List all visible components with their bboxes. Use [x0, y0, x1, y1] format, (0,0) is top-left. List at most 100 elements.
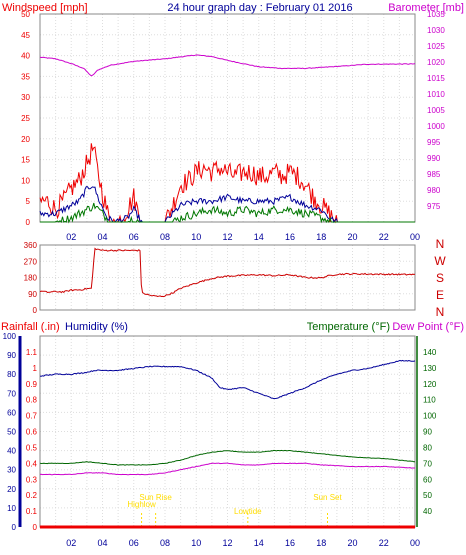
wind-time-tick-label: 14 [254, 232, 264, 242]
event-label: Sun Set [313, 493, 342, 502]
windspeed-tick-label: 35 [21, 72, 30, 81]
humidity-axis-label: Humidity (%) [65, 321, 128, 333]
barometer-line [39, 54, 416, 77]
barometer-tick-label: 1010 [427, 90, 445, 99]
temperature-line [39, 449, 416, 466]
barometer-tick-label: 990 [427, 154, 441, 163]
compass-letter: N [436, 237, 445, 251]
barometer-axis-label: Barometer [mb] [388, 2, 464, 14]
windspeed-tick-label: 30 [21, 93, 30, 102]
climate-time-tick-label: 18 [316, 538, 326, 548]
wind-time-tick-label: 04 [97, 232, 107, 242]
humidity-tick-label: 90 [7, 351, 16, 360]
temperature-tick-label: 70 [423, 459, 432, 468]
rainfall-tick-label: 0.2 [26, 491, 38, 500]
wind-direction-line [39, 247, 416, 298]
windspeed-tick-label: 20 [21, 135, 30, 144]
humidity-tick-label: 30 [7, 466, 16, 475]
temperature-tick-label: 60 [423, 475, 432, 484]
rainfall-tick-label: 0.8 [26, 396, 38, 405]
barometer-tick-label: 1030 [427, 26, 445, 35]
humidity-tick-label: 80 [7, 370, 16, 379]
windspeed-tick-label: 40 [21, 52, 30, 61]
humidity-tick-label: 20 [7, 485, 16, 494]
compass-letter: N [436, 305, 445, 319]
wind-low-line [40, 202, 415, 224]
humidity-tick-label: 70 [7, 389, 16, 398]
barometer-tick-label: 1005 [427, 106, 445, 115]
climate-time-tick-label: 10 [191, 538, 201, 548]
barometer-tick-label: 975 [427, 202, 441, 211]
windspeed-tick-label: 15 [21, 156, 30, 165]
humidity-tick-label: 100 [3, 332, 17, 341]
rainfall-tick-label: 0.6 [26, 428, 38, 437]
dewpoint-line [39, 462, 415, 476]
humidity-tick-label: 40 [7, 447, 16, 456]
rainfall-tick-label: 0 [33, 523, 38, 532]
direction-plot-frame [39, 244, 416, 311]
barometer-tick-label: 980 [427, 186, 441, 195]
rainfall-tick-label: 0.1 [26, 507, 38, 516]
dewpoint-axis-label: Dew Point (°F) [392, 321, 464, 333]
barometer-tick-label: 985 [427, 170, 441, 179]
humidity-tick-label: 60 [7, 408, 16, 417]
humidity-line [39, 359, 416, 400]
compass-letter: W [434, 254, 446, 268]
climate-time-tick-label: 22 [379, 538, 389, 548]
climate-time-tick-label: 12 [222, 538, 232, 548]
climate-time-tick-label: 20 [347, 538, 357, 548]
barometer-tick-label: 995 [427, 138, 441, 147]
wind-time-tick-label: 18 [316, 232, 326, 242]
climate-time-tick-label: 02 [66, 538, 76, 548]
direction-tick-label: 180 [24, 274, 38, 283]
barometer-tick-label: 1015 [427, 74, 445, 83]
windspeed-axis-label: Windspeed [mph] [2, 2, 88, 14]
chart-title: 24 hour graph day : February 01 2016 [167, 2, 352, 14]
temperature-tick-label: 120 [423, 380, 437, 389]
compass-letter: E [436, 288, 444, 302]
rainfall-tick-label: 1 [33, 364, 38, 373]
temperature-tick-label: 90 [423, 428, 432, 437]
windspeed-tick-label: 50 [21, 10, 30, 19]
direction-tick-label: 270 [24, 257, 38, 266]
climate-time-tick-label: 14 [254, 538, 264, 548]
rainfall-tick-label: 0.3 [26, 475, 38, 484]
temperature-axis-label: Temperature (°F) [307, 321, 390, 333]
temperature-tick-label: 130 [423, 364, 437, 373]
temperature-tick-label: 100 [423, 412, 437, 421]
windspeed-tick-label: 5 [26, 197, 31, 206]
climate-time-tick-label: 06 [129, 538, 139, 548]
direction-tick-label: 90 [28, 290, 37, 299]
wind-time-tick-label: 06 [129, 232, 139, 242]
wind-time-tick-label: 20 [347, 232, 357, 242]
climate-time-tick-label: 16 [285, 538, 295, 548]
rainfall-tick-label: 0.5 [26, 443, 38, 452]
temperature-tick-label: 50 [423, 491, 432, 500]
wind-time-tick-label: 02 [66, 232, 76, 242]
humidity-tick-label: 10 [7, 504, 16, 513]
temperature-tick-label: 40 [423, 507, 432, 516]
direction-tick-label: 360 [24, 241, 38, 250]
rainfall-tick-label: 0.4 [26, 459, 38, 468]
wind-time-tick-label: 22 [379, 232, 389, 242]
windspeed-tick-label: 45 [21, 31, 30, 40]
climate-time-tick-label: 08 [160, 538, 170, 548]
windspeed-tick-label: 0 [26, 218, 31, 227]
event-label: Highlow [127, 500, 156, 509]
event-label: Sun Rise [139, 493, 172, 502]
barometer-tick-label: 1025 [427, 42, 445, 51]
humidity-tick-label: 0 [12, 523, 17, 532]
rainfall-axis-label: Rainfall (.in) [1, 321, 60, 333]
wind-time-tick-label: 16 [285, 232, 295, 242]
humidity-tick-label: 50 [7, 428, 16, 437]
temperature-tick-label: 80 [423, 443, 432, 452]
climate-time-tick-label: 00 [410, 538, 420, 548]
rainfall-tick-label: 0.7 [26, 412, 38, 421]
windspeed-tick-label: 10 [21, 176, 30, 185]
direction-tick-label: 0 [33, 306, 38, 315]
barometer-tick-label: 1035 [427, 10, 445, 19]
wind-time-tick-label: 08 [160, 232, 170, 242]
event-label: Lowtide [234, 507, 262, 516]
